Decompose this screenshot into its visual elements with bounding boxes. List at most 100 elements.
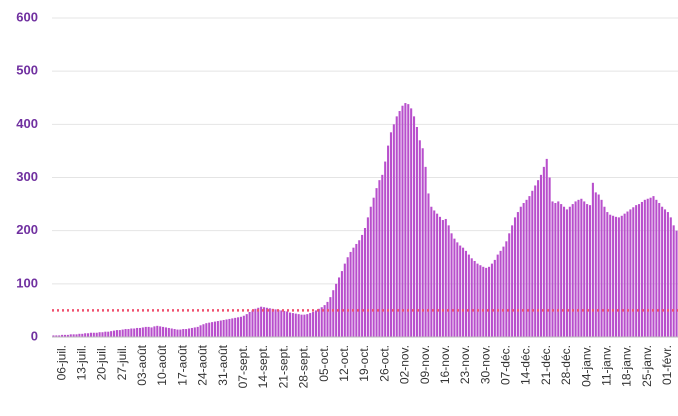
bar (306, 314, 309, 337)
bar (202, 324, 205, 337)
bar (588, 205, 592, 337)
bar (335, 283, 338, 337)
bar (340, 271, 343, 337)
bar (626, 211, 629, 337)
x-tick-label: 06-juil. (54, 345, 68, 380)
bar (115, 330, 118, 337)
x-tick-label: 21-déc. (539, 345, 553, 385)
bar (539, 174, 543, 337)
bar (502, 246, 505, 337)
bar (384, 161, 387, 337)
bar (170, 328, 173, 337)
x-tick-label: 30-nov. (478, 345, 492, 384)
bar (300, 314, 303, 337)
bar (513, 217, 517, 337)
bar (421, 148, 424, 337)
bar (144, 326, 147, 337)
bar (655, 199, 658, 337)
x-tick-label: 25-janv. (640, 345, 654, 387)
bar (162, 326, 165, 337)
bar (565, 209, 568, 337)
bar (98, 332, 101, 337)
bar (551, 201, 554, 337)
x-tick-label: 02-nov. (398, 345, 412, 384)
bar (95, 332, 98, 337)
bar (577, 199, 580, 337)
bar (652, 196, 655, 337)
bar (490, 263, 493, 337)
bar (349, 251, 352, 337)
bar (612, 215, 615, 337)
y-tick-label: 200 (16, 222, 38, 237)
bar (312, 312, 315, 337)
bar (277, 309, 280, 337)
bar (75, 334, 78, 337)
bar (580, 198, 583, 337)
bar (92, 332, 95, 337)
x-tick-label: 23-nov. (458, 345, 472, 384)
bar (274, 309, 277, 337)
x-tick-label: 14-sept. (256, 345, 270, 388)
bar (363, 228, 367, 337)
bar (485, 267, 488, 337)
x-tick-label: 01-févr. (660, 345, 674, 385)
bar (361, 234, 364, 337)
bar (326, 301, 329, 337)
bar (545, 158, 548, 337)
x-tick-label: 04-janv. (579, 345, 593, 387)
bar (303, 314, 306, 337)
bar (237, 317, 240, 337)
bar (242, 315, 245, 337)
bar (456, 242, 459, 337)
bar (519, 206, 522, 337)
bar (444, 218, 447, 337)
bar (164, 327, 167, 337)
bar (352, 247, 355, 337)
bar (262, 307, 266, 337)
bar (81, 333, 84, 337)
bar (632, 207, 635, 337)
bar (378, 180, 381, 337)
bar (309, 313, 312, 337)
bar (159, 326, 162, 337)
bar (464, 250, 468, 337)
x-tick-label: 24-août (196, 344, 210, 385)
bar (280, 310, 283, 337)
bar (124, 329, 127, 337)
bar (640, 201, 643, 337)
bar (329, 297, 332, 337)
bar (239, 316, 242, 337)
bar (424, 166, 427, 337)
bar (531, 190, 534, 337)
bar (496, 254, 499, 337)
bar (389, 132, 393, 337)
bar (534, 185, 537, 337)
bar (661, 206, 664, 337)
bar (297, 314, 300, 337)
bar (211, 322, 214, 337)
bar (121, 329, 124, 337)
bar (130, 328, 133, 337)
bar (69, 334, 72, 337)
bar (433, 210, 436, 337)
bar (427, 193, 430, 337)
bar (323, 305, 326, 337)
bar (617, 217, 620, 337)
bar (430, 206, 433, 337)
bar (107, 331, 110, 337)
bar (101, 332, 104, 337)
bar (462, 247, 465, 337)
bar (525, 199, 528, 337)
bar (358, 240, 361, 337)
bar (185, 329, 188, 337)
bar (438, 216, 442, 337)
bar (658, 203, 661, 337)
bar (574, 201, 577, 337)
bar (473, 260, 476, 337)
x-tick-label: 16-nov. (438, 345, 452, 384)
bar (291, 313, 294, 337)
bar (470, 258, 473, 337)
bar (320, 307, 323, 337)
bar (548, 177, 551, 337)
bar (216, 321, 219, 337)
